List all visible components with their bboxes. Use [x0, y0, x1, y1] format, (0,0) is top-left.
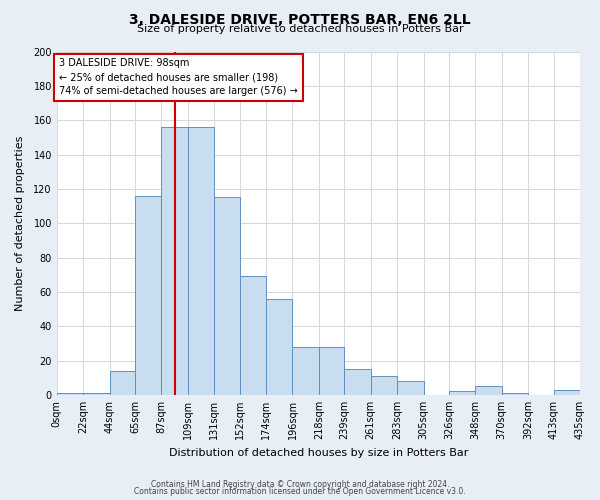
- Bar: [449, 392, 475, 395]
- X-axis label: Distribution of detached houses by size in Potters Bar: Distribution of detached houses by size …: [169, 448, 468, 458]
- Bar: [319, 347, 344, 395]
- Bar: [554, 390, 580, 395]
- Bar: [292, 347, 319, 395]
- Y-axis label: Number of detached properties: Number of detached properties: [15, 136, 25, 311]
- Bar: [214, 198, 239, 395]
- Bar: [475, 386, 502, 395]
- Bar: [161, 127, 188, 395]
- Bar: [239, 276, 266, 395]
- Bar: [344, 369, 371, 395]
- Text: Size of property relative to detached houses in Potters Bar: Size of property relative to detached ho…: [137, 24, 463, 34]
- Bar: [56, 393, 83, 395]
- Bar: [397, 381, 424, 395]
- Text: 3 DALESIDE DRIVE: 98sqm
← 25% of detached houses are smaller (198)
74% of semi-d: 3 DALESIDE DRIVE: 98sqm ← 25% of detache…: [59, 58, 298, 96]
- Text: Contains HM Land Registry data © Crown copyright and database right 2024.: Contains HM Land Registry data © Crown c…: [151, 480, 449, 489]
- Bar: [502, 393, 528, 395]
- Bar: [266, 299, 292, 395]
- Text: 3, DALESIDE DRIVE, POTTERS BAR, EN6 2LL: 3, DALESIDE DRIVE, POTTERS BAR, EN6 2LL: [129, 12, 471, 26]
- Bar: [83, 393, 110, 395]
- Bar: [188, 127, 214, 395]
- Bar: [371, 376, 397, 395]
- Text: Contains public sector information licensed under the Open Government Licence v3: Contains public sector information licen…: [134, 488, 466, 496]
- Bar: [110, 371, 135, 395]
- Bar: [135, 196, 161, 395]
